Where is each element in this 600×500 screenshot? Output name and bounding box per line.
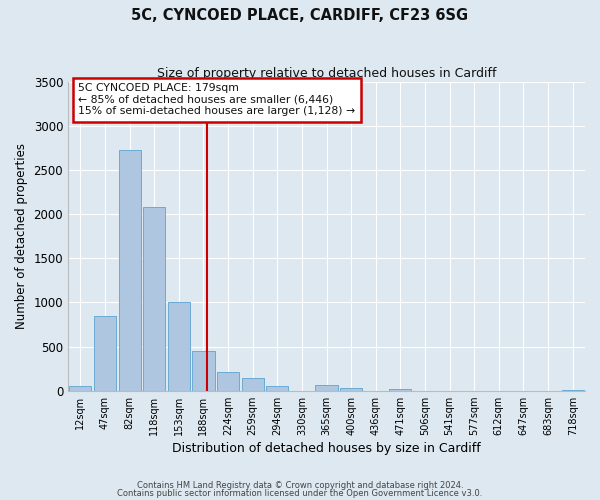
Text: 5C CYNCOED PLACE: 179sqm
← 85% of detached houses are smaller (6,446)
15% of sem: 5C CYNCOED PLACE: 179sqm ← 85% of detach… [79,83,356,116]
Bar [316,385,338,390]
Bar [94,316,116,390]
Text: 5C, CYNCOED PLACE, CARDIFF, CF23 6SG: 5C, CYNCOED PLACE, CARDIFF, CF23 6SG [131,8,469,22]
Y-axis label: Number of detached properties: Number of detached properties [15,143,28,329]
Bar [143,207,165,390]
Bar [242,378,264,390]
Bar [340,388,362,390]
Bar [217,372,239,390]
Bar [266,386,289,390]
Bar [119,150,140,390]
Bar [193,351,215,391]
Title: Size of property relative to detached houses in Cardiff: Size of property relative to detached ho… [157,68,496,80]
Bar [69,386,91,390]
X-axis label: Distribution of detached houses by size in Cardiff: Distribution of detached houses by size … [172,442,481,455]
Text: Contains public sector information licensed under the Open Government Licence v3: Contains public sector information licen… [118,489,482,498]
Bar [168,302,190,390]
Bar [389,389,412,390]
Text: Contains HM Land Registry data © Crown copyright and database right 2024.: Contains HM Land Registry data © Crown c… [137,480,463,490]
